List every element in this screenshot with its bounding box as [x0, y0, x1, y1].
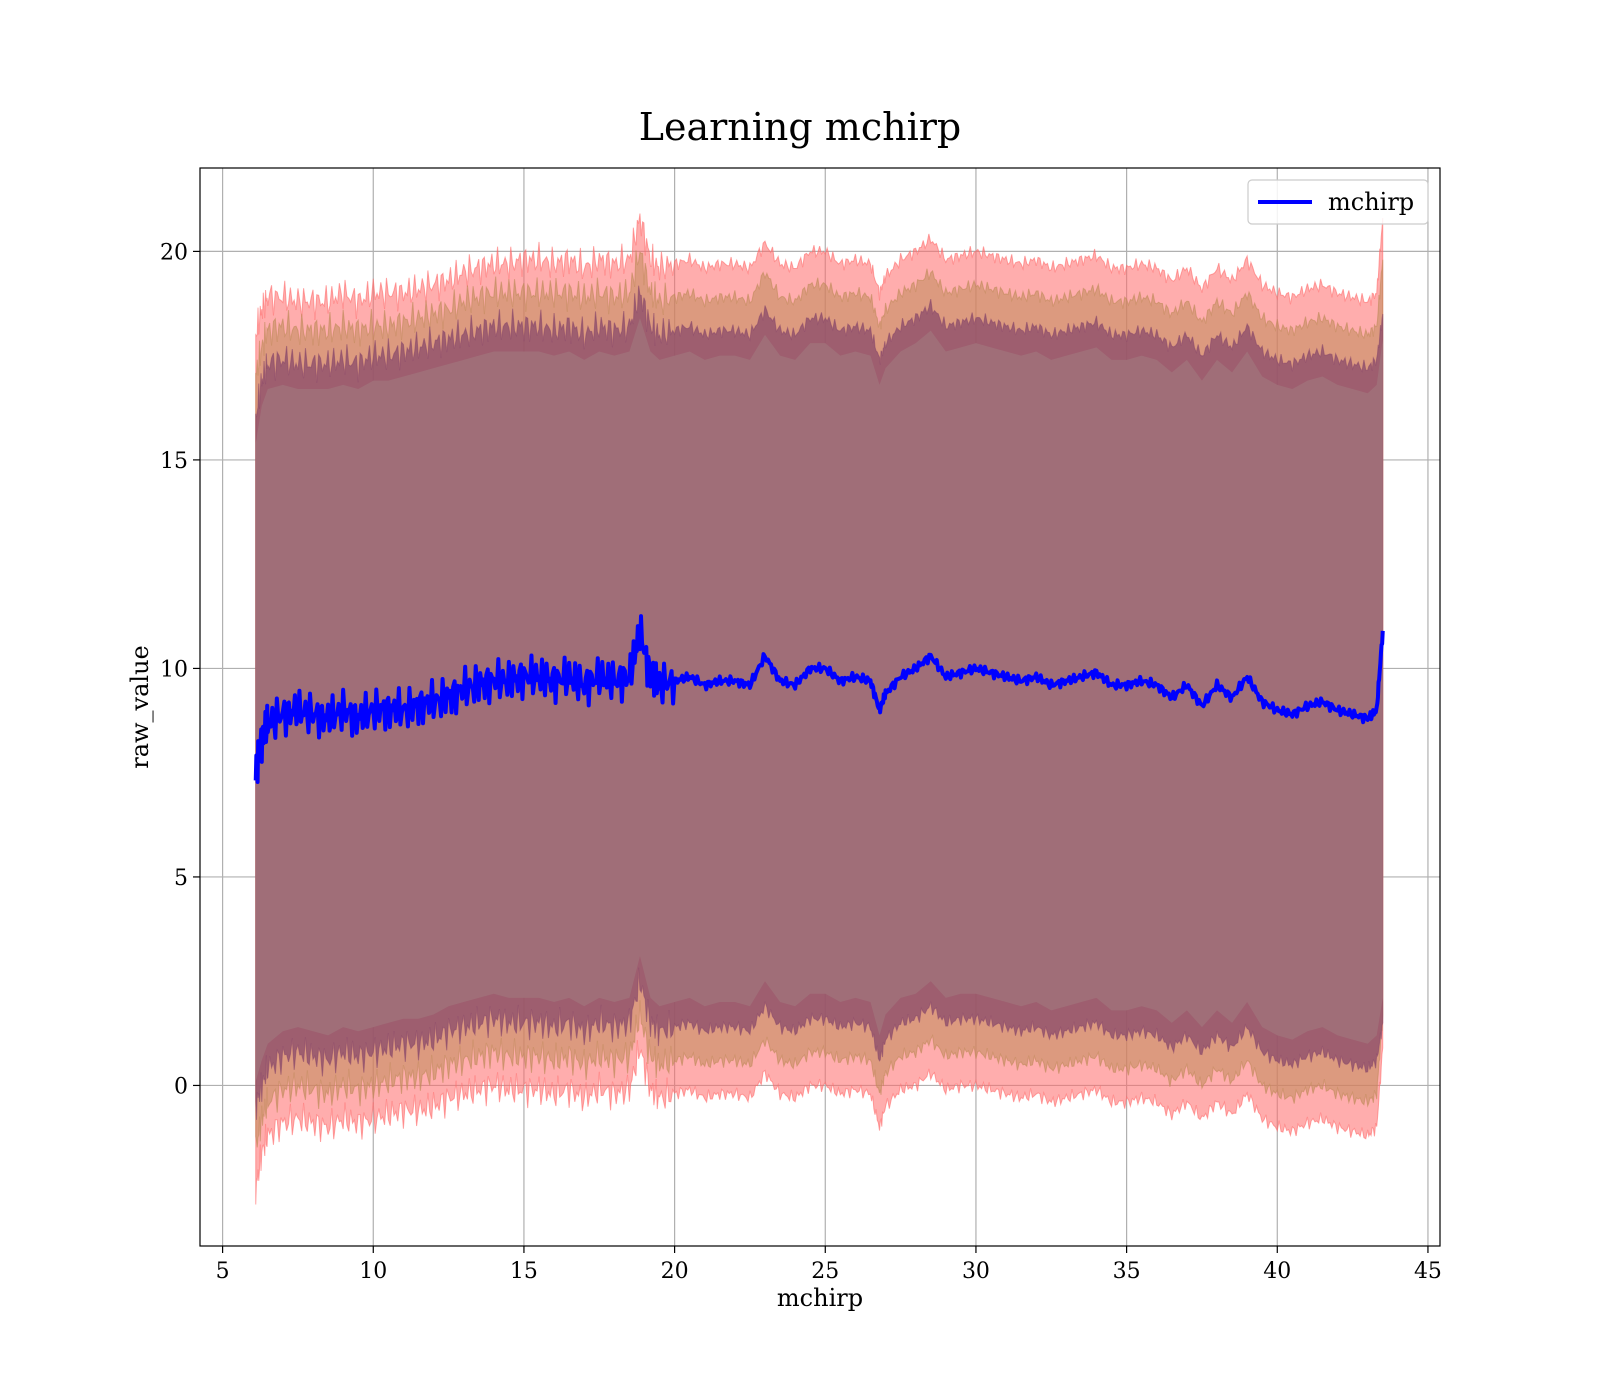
legend: mchirp: [1247, 179, 1429, 225]
legend-label-mchirp: mchirp: [1328, 188, 1414, 216]
y-tick-label: 0: [174, 1074, 188, 1099]
x-tick-label: 5: [216, 1259, 230, 1284]
y-tick-label: 15: [160, 449, 188, 474]
x-tick-label: 10: [359, 1259, 387, 1284]
plot-frame: [199, 167, 1441, 1247]
y-tick-label: 10: [160, 657, 188, 682]
x-tick-label: 45: [1414, 1259, 1442, 1284]
band-core: [255, 318, 1383, 1082]
x-tick-label: 35: [1113, 1259, 1141, 1284]
x-tick-label: 15: [510, 1259, 538, 1284]
x-tick-label: 40: [1263, 1259, 1291, 1284]
legend-box: [1247, 179, 1429, 225]
y-tick-label: 20: [160, 240, 188, 265]
x-tick-label: 30: [962, 1259, 990, 1284]
x-axis-label: mchirp: [777, 1284, 863, 1312]
x-tick-label: 25: [811, 1259, 839, 1284]
y-tick-label: 5: [174, 866, 188, 891]
series-line-mchirp: [253, 614, 1385, 784]
confidence-bands: [255, 213, 1384, 1205]
axis-ticks: 5 10 15 20 25 30 35 40 45 0 5 10 15 20: [160, 240, 1442, 1284]
x-tick-label: 20: [661, 1259, 689, 1284]
y-axis-label: raw_value: [126, 645, 154, 769]
series-lines: [253, 614, 1385, 784]
chart-title: Learning mchirp: [639, 105, 961, 149]
